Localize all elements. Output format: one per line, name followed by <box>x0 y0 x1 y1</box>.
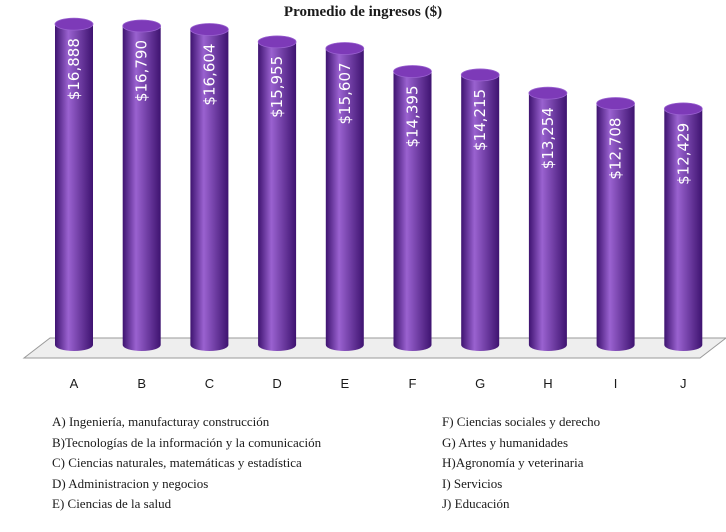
x-tick-label: B <box>137 376 146 391</box>
x-tick-label: E <box>340 376 349 391</box>
bar: $16,790 <box>122 19 162 351</box>
bar-value-label: $14,395 <box>404 85 422 147</box>
legend-item: D) Administracion y negocios <box>52 475 209 491</box>
legend-item: C) Ciencias naturales, matemáticas y est… <box>52 455 302 470</box>
bar-chart: $16,888 $16,790 $16,604 $15,955 $15,607 $14,3… <box>22 17 726 391</box>
bar-body <box>325 48 364 351</box>
bar-body <box>664 108 703 351</box>
bar: $14,395 <box>393 65 432 352</box>
bar-body <box>55 24 93 352</box>
bar-top <box>189 23 229 36</box>
legend-left: A) Ingeniería, manufacturay construcción… <box>52 412 321 515</box>
bar-value-label: $16,790 <box>133 40 151 102</box>
legend-item: G) Artes y humanidades <box>442 434 569 450</box>
bar-value-label: $12,429 <box>674 123 692 185</box>
bar-body <box>461 74 500 351</box>
chart-title: Promedio de ingresos ($) <box>283 4 443 20</box>
bar-top <box>663 102 703 116</box>
x-tick-label: H <box>543 376 552 391</box>
x-tick-label: I <box>614 376 618 391</box>
bar-body <box>190 29 229 352</box>
bar: $15,607 <box>325 42 365 351</box>
bar-body <box>596 103 635 351</box>
legend-item: F) Ciencias sociales y derecho <box>442 414 601 429</box>
bar: $15,955 <box>257 35 297 351</box>
bar-top <box>257 35 297 49</box>
x-tick-label: C <box>205 376 214 391</box>
bar-top <box>528 86 568 100</box>
legend-item: E) Ciencias de la salud <box>52 496 172 511</box>
bar: $12,429 <box>663 102 703 351</box>
bar-body <box>528 93 567 351</box>
bar-top <box>325 42 365 55</box>
x-tick-label: F <box>409 376 417 391</box>
legend-item: I) Servicios <box>442 475 503 491</box>
bar-value-label: $15,607 <box>336 62 354 124</box>
x-tick-label: D <box>272 376 281 391</box>
x-tick-label: J <box>680 376 687 391</box>
bar: $16,604 <box>189 23 229 352</box>
bar-value-label: $13,254 <box>539 107 557 169</box>
bar-top <box>54 17 94 31</box>
legend-item: H)Agronomía y veterinaria <box>442 455 584 470</box>
bar: $16,888 <box>54 17 94 352</box>
bar-body <box>122 25 161 351</box>
bar-body <box>258 41 297 351</box>
legend-item: A) Ingeniería, manufacturay construcción <box>52 414 270 429</box>
bar: $12,708 <box>596 97 635 351</box>
bar: $13,254 <box>528 86 568 351</box>
bar-value-label: $16,604 <box>200 44 218 106</box>
bar-value-label: $16,888 <box>65 38 83 100</box>
bar-value-label: $14,215 <box>471 89 489 151</box>
bar-top <box>596 97 635 110</box>
bar-value-label: $12,708 <box>607 118 625 180</box>
bar-value-label: $15,955 <box>268 56 286 118</box>
x-tick-label: G <box>475 376 485 391</box>
bar-top <box>460 68 500 82</box>
legend-item: J) Educación <box>442 496 510 511</box>
legend-item: B)Tecnologías de la información y la com… <box>52 434 322 450</box>
x-tick-label: A <box>70 376 79 391</box>
legend-right: F) Ciencias sociales y derecho G) Artes … <box>442 412 600 515</box>
bar-top <box>122 19 162 33</box>
bar-body <box>393 71 432 352</box>
bar: $14,215 <box>460 68 500 351</box>
bar-top <box>393 65 432 78</box>
